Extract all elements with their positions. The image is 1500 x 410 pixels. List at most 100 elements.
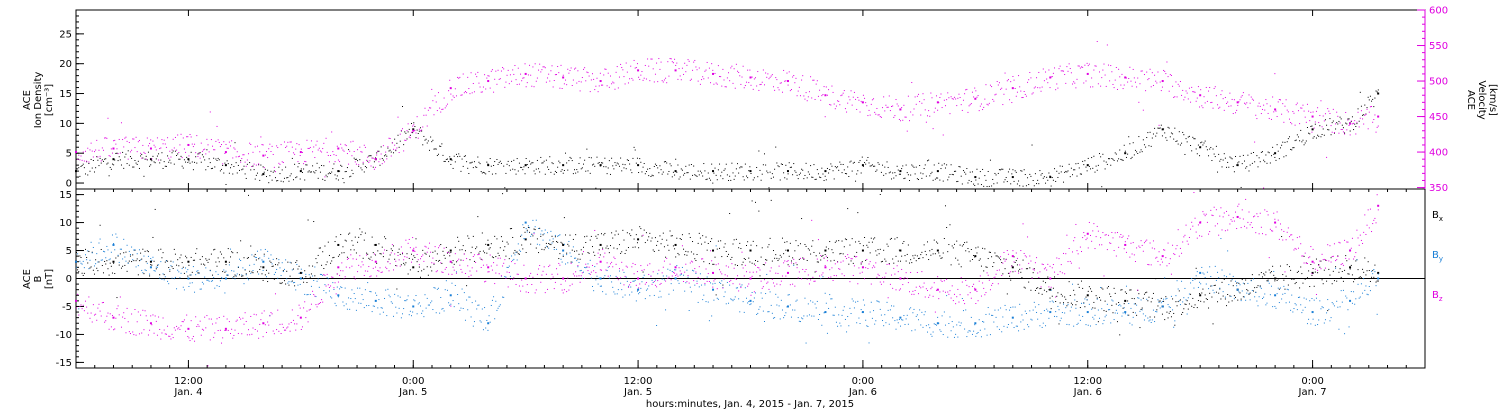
scatter-dot xyxy=(508,165,510,167)
scatter-dot xyxy=(1212,289,1214,291)
scatter-dot xyxy=(260,249,262,251)
scatter-dot xyxy=(1357,111,1359,113)
scatter-dot xyxy=(1123,307,1125,309)
scatter-dot xyxy=(1241,290,1243,292)
data-point xyxy=(974,97,977,100)
scatter-dot xyxy=(394,144,396,146)
scatter-dot xyxy=(882,164,884,166)
scatter-dot xyxy=(529,227,531,229)
scatter-dot xyxy=(343,252,345,254)
scatter-dot xyxy=(1169,310,1171,312)
scatter-dot xyxy=(124,264,126,266)
scatter-dot xyxy=(967,111,969,113)
scatter-dot xyxy=(1247,107,1249,109)
scatter-dot xyxy=(84,173,86,175)
scatter-dot xyxy=(1339,268,1341,270)
scatter-dot xyxy=(807,248,809,250)
scatter-dot xyxy=(688,164,690,166)
scatter-dot xyxy=(853,91,855,93)
scatter-dot xyxy=(659,165,661,167)
scatter-dot xyxy=(585,80,587,82)
scatter-dot xyxy=(793,163,795,165)
scatter-dot xyxy=(848,325,850,327)
data-point xyxy=(861,311,864,314)
data-point xyxy=(337,147,340,150)
scatter-dot xyxy=(316,162,318,164)
scatter-dot xyxy=(973,330,975,332)
scatter-dot xyxy=(1231,158,1233,160)
scatter-dot xyxy=(190,136,192,138)
scatter-dot xyxy=(867,326,869,328)
scatter-dot xyxy=(898,318,900,320)
scatter-dot xyxy=(959,244,961,246)
data-point xyxy=(524,72,527,75)
scatter-dot xyxy=(754,260,756,262)
scatter-dot xyxy=(1021,277,1023,279)
scatter-dot xyxy=(1328,268,1330,270)
scatter-dot xyxy=(1156,309,1158,311)
scatter-dot xyxy=(614,293,616,295)
scatter-dot xyxy=(498,78,500,80)
scatter-dot xyxy=(1067,70,1069,72)
scatter-dot xyxy=(878,114,880,116)
scatter-dot xyxy=(462,245,464,247)
scatter-dot xyxy=(994,172,996,174)
scatter-dot xyxy=(102,149,104,151)
scatter-dot xyxy=(96,156,98,158)
scatter-dot xyxy=(1374,97,1376,99)
scatter-dot xyxy=(636,290,638,292)
scatter-dot xyxy=(1200,283,1202,285)
scatter-dot xyxy=(416,116,418,118)
scatter-dot xyxy=(1285,275,1287,277)
scatter-dot xyxy=(348,297,350,299)
scatter-dot xyxy=(717,169,719,171)
scatter-dot xyxy=(1238,101,1240,103)
scatter-dot xyxy=(1194,138,1196,140)
scatter-dot xyxy=(378,243,380,245)
scatter-dot xyxy=(706,276,708,278)
scatter-dot xyxy=(1208,155,1210,157)
scatter-dot xyxy=(507,69,509,71)
scatter-dot xyxy=(407,295,409,297)
scatter-dot xyxy=(594,266,596,268)
scatter-dot xyxy=(491,256,493,258)
scatter-dot xyxy=(833,259,835,261)
scatter-dot xyxy=(200,142,202,144)
scatter-dot xyxy=(816,261,818,263)
scatter-dot xyxy=(398,152,400,154)
scatter-dot xyxy=(1154,127,1156,129)
scatter-dot xyxy=(187,275,189,277)
scatter-dot xyxy=(225,264,227,266)
scatter-dot xyxy=(658,172,660,174)
scatter-dot xyxy=(677,280,679,282)
velocity-axis-title-3: [km/s] xyxy=(1487,84,1498,116)
scatter-dot xyxy=(1254,296,1256,298)
scatter-dot xyxy=(82,274,84,276)
scatter-dot xyxy=(260,266,262,268)
scatter-dot xyxy=(864,97,866,99)
scatter-dot xyxy=(1063,303,1065,305)
scatter-dot xyxy=(1098,153,1100,155)
scatter-dot xyxy=(1257,285,1259,287)
scatter-dot xyxy=(1371,100,1373,102)
scatter-dot xyxy=(1125,156,1127,158)
scatter-dot xyxy=(357,149,359,151)
scatter-dot xyxy=(821,324,823,326)
scatter-dot xyxy=(831,165,833,167)
scatter-dot xyxy=(991,256,993,258)
scatter-dot xyxy=(331,260,333,262)
scatter-dot xyxy=(1033,268,1035,270)
scatter-dot xyxy=(566,84,568,86)
scatter-dot xyxy=(160,248,162,250)
data-point xyxy=(861,164,864,167)
scatter-dot xyxy=(436,110,438,112)
x-tick-label-day: Jan. 4 xyxy=(173,387,202,398)
scatter-dot xyxy=(769,76,771,78)
scatter-dot xyxy=(1335,128,1337,130)
scatter-dot xyxy=(342,246,344,248)
scatter-dot xyxy=(788,71,790,73)
scatter-dot xyxy=(489,247,491,249)
scatter-dot xyxy=(1037,87,1039,89)
scatter-dot xyxy=(1305,140,1307,142)
scatter-dot xyxy=(319,171,321,173)
